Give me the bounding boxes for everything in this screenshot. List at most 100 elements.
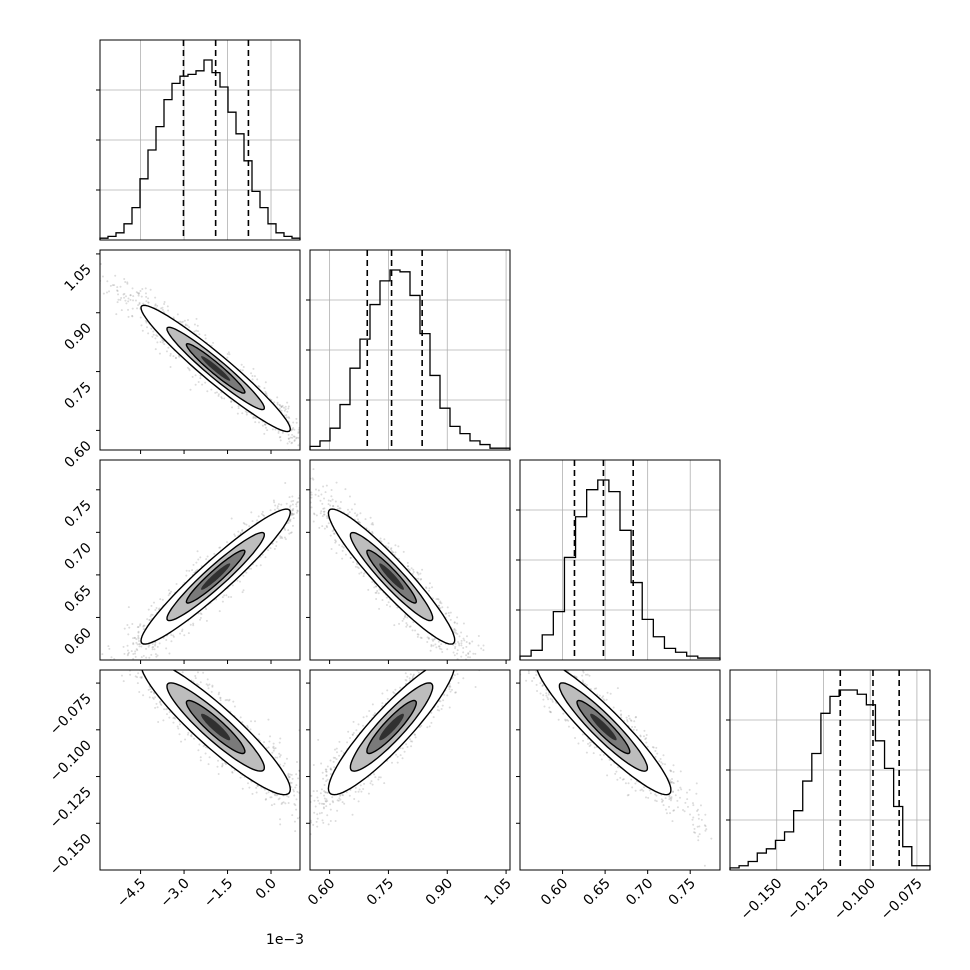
scatter-point <box>137 631 140 634</box>
scatter-point <box>148 619 151 622</box>
scatter-point <box>126 649 129 652</box>
scatter-point <box>131 314 134 317</box>
scatter-point <box>411 572 414 575</box>
scatter-point <box>306 433 308 435</box>
scatter-point <box>293 439 296 442</box>
scatter-point <box>289 518 292 521</box>
scatter-point <box>383 538 386 541</box>
scatter-point <box>155 606 158 609</box>
scatter-point <box>145 321 148 324</box>
scatter-point <box>335 469 337 471</box>
scatter-point <box>236 412 239 415</box>
scatter-point <box>284 528 287 531</box>
scatter-point <box>264 426 267 429</box>
scatter-point <box>294 830 297 833</box>
scatter-point <box>287 407 290 410</box>
scatter-point <box>324 491 327 494</box>
scatter-point <box>127 300 130 303</box>
scatter-point <box>441 606 444 609</box>
scatter-point <box>288 505 291 508</box>
scatter-point <box>292 517 295 520</box>
scatter-point <box>117 293 120 296</box>
contour-2 <box>185 342 246 394</box>
scatter-point <box>127 662 129 664</box>
scatter-point <box>474 671 476 673</box>
panel-frame-1-0 <box>99 249 301 451</box>
scatter-point <box>126 644 129 647</box>
scatter-point <box>149 615 152 618</box>
scatter-point <box>280 409 283 412</box>
scatter-point <box>254 421 257 424</box>
scatter-point <box>144 292 147 295</box>
scatter-point <box>469 676 471 678</box>
scatter-point <box>385 596 388 599</box>
scatter-point <box>228 353 231 356</box>
scatter-point <box>125 664 127 666</box>
scatter-point <box>154 303 157 306</box>
scatter-point <box>202 671 205 674</box>
scatter-point <box>117 636 119 638</box>
scatter-point <box>154 644 157 647</box>
scatter-point <box>406 623 409 626</box>
scatter-point <box>255 791 258 794</box>
panel-frame-2-1 <box>309 459 511 661</box>
scatter-point <box>242 365 245 368</box>
scatter-point <box>275 540 278 543</box>
scatter-point <box>320 487 322 489</box>
histogram-3 <box>726 669 931 871</box>
scatter-point <box>136 307 139 310</box>
scatter-point <box>188 326 191 329</box>
scatter-point <box>332 532 335 535</box>
scatter-point <box>132 295 135 298</box>
scatter-point <box>439 600 442 603</box>
scatter-point <box>289 520 292 523</box>
scatter-point <box>408 569 411 572</box>
scatter-point <box>155 664 157 666</box>
scatter-point <box>176 667 178 669</box>
scatter-point <box>456 652 459 655</box>
scatter-point <box>261 553 264 556</box>
scatter-point <box>290 428 293 431</box>
scatter-point <box>448 614 451 617</box>
hist-frame-0 <box>99 39 301 241</box>
scatter-point <box>416 572 419 575</box>
scatter-point <box>274 504 277 507</box>
scatter-point <box>181 320 184 323</box>
scatter-point <box>297 431 300 434</box>
scatter-point <box>231 584 234 587</box>
scatter-point <box>220 391 223 394</box>
scatter-point <box>434 643 437 646</box>
scatter-point <box>290 429 293 432</box>
scatter-point <box>289 531 292 534</box>
scatter-point <box>392 551 395 554</box>
scatter-point <box>317 489 320 492</box>
scatter-point <box>148 662 150 664</box>
scatter-point <box>373 586 376 589</box>
scatter-point <box>204 381 207 384</box>
scatter-point <box>440 643 443 646</box>
scatter-point <box>264 423 267 426</box>
scatter-point <box>336 505 339 508</box>
scatter-point <box>323 472 325 474</box>
scatter-point <box>407 565 410 568</box>
scatter-point <box>334 472 336 474</box>
scatter-point <box>323 527 326 530</box>
scatter-point <box>307 431 309 433</box>
scatter-point <box>139 624 142 627</box>
scatter-point <box>295 784 298 787</box>
scatter-point <box>444 612 447 615</box>
scatter-point <box>304 436 306 438</box>
scatter-point <box>355 514 358 517</box>
scatter-point <box>129 294 132 297</box>
scatter-point <box>401 619 404 622</box>
scatter-point <box>120 674 123 677</box>
scatter-point <box>102 292 105 295</box>
scatter-point <box>101 275 104 278</box>
scatter-point <box>234 535 237 538</box>
scatter-point <box>278 436 281 439</box>
scatter-point <box>135 648 138 651</box>
scatter-point <box>176 725 179 728</box>
scatter-point <box>187 632 190 635</box>
scatter-point <box>136 291 139 294</box>
scatter-point <box>334 827 336 829</box>
